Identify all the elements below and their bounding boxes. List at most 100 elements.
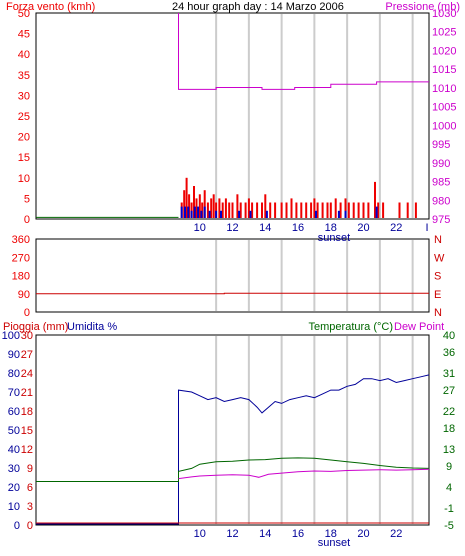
wind_gust-bar [406,202,409,218]
wind-tick-label: 0 [24,214,30,226]
temperature-tick-label: 31 [443,368,455,380]
wind_gust-bar [201,202,204,218]
wind_speed-bar [238,210,241,218]
wind_gust-bar [334,198,337,218]
wind_gust-bar [190,202,193,218]
pressure-tick-label: 1020 [432,45,456,57]
temperature-tick-label: 13 [443,444,455,456]
wind_gust-bar [236,194,239,218]
pressure-tick-label: 1030 [432,8,456,20]
hour-tick-label-bottom: 16 [292,528,304,540]
wind_speed-bar [193,206,196,218]
wind_speed-bar [208,210,211,218]
wind_gust-bar [247,198,250,218]
wind_speed-bar [265,210,268,218]
wind_gust-bar [313,198,316,218]
pressure-tick-label: 1010 [432,83,456,95]
temperature-tick-label: 22 [443,406,455,418]
dewpoint-axis-title: Dew Point [394,321,444,333]
rain-tick-label: 15 [21,425,33,437]
hour-tick-label-bottom: 18 [325,528,337,540]
humidity-tick-label: 90 [8,349,20,361]
wind-tick-label: 20 [18,132,30,144]
wind_speed-bar [200,210,203,218]
panel-direction-frame [35,238,430,313]
wind_gust-bar [251,202,254,218]
wind_gust-bar [310,202,313,218]
dew_point-line [178,468,430,480]
compass-tick-label: S [434,271,441,283]
wind_gust-bar [374,181,376,218]
pressure-tick-label: 990 [432,158,450,170]
wind_gust-bar [285,202,288,218]
wind_gust-bar [367,202,370,218]
wind_gust-bar [352,202,355,218]
wind_gust-bar [377,202,380,218]
wind-tick-label: 25 [18,111,30,123]
wind_gust-bar [210,198,213,218]
wind_gust-bar [414,202,417,218]
humidity-tick-label: 60 [8,406,20,418]
hour-tick-label-top: 18 [325,222,337,234]
wind_gust-bar [228,202,231,218]
wind_gust-bar [224,198,227,218]
wind_gust-bar [264,194,267,218]
direction-tick-label: 270 [12,252,30,264]
humidity-axis-title: Umidita % [67,321,117,333]
pressure-tick-label: 1005 [432,102,456,114]
graph-frames [35,12,430,526]
direction-tick-label: 90 [18,289,30,301]
pressure-tick-label: 995 [432,139,450,151]
wind-tick-label: 45 [18,29,30,41]
hour-tick-label-top: 20 [357,222,369,234]
wind_gust-bar [344,198,347,218]
hour-tick-extra: I [425,222,428,234]
wind-tick-label: 40 [18,49,30,61]
pressure-line [178,13,429,90]
wind_gust-bar [326,202,329,218]
pressure-tick-label: 1025 [432,27,456,39]
temperature-tick-label: 36 [443,347,455,359]
temperature-tick-label: 18 [443,423,455,435]
sunset-label-bottom: sunset [318,537,350,549]
hour-tick-label-bottom: 10 [194,528,206,540]
wind-tick-label: 10 [18,173,30,185]
wind_gust-bar [244,202,247,218]
rain-tick-label: 18 [21,406,33,418]
data-series [36,13,430,525]
humidity-tick-label: 10 [8,501,20,513]
compass-tick-label: E [434,289,441,301]
wind_gust-bar [339,202,342,218]
humidity-line [36,374,430,525]
wind_gust-bar [329,202,332,218]
wind_gust-bar [290,198,293,218]
hour-tick-label-bottom: 22 [390,528,402,540]
wind_speed-bar [315,210,317,218]
rain-tick-label: 0 [27,520,33,532]
wind-tick-label: 30 [18,90,30,102]
hour-tick-label-top: 22 [390,222,402,234]
humidity-tick-label: 20 [8,482,20,494]
wind_speed-bar [187,206,190,218]
tick-labels: 0510152025303540455097598098599099510001… [2,8,457,540]
wind-tick-label: 15 [18,152,30,164]
wind_gust-bar [382,202,385,218]
rain-axis-title: Pioggia (mm) [3,321,68,333]
wind_gust-bar [274,202,277,218]
panel-temp-humidity-frame [35,334,430,526]
axis-labels: Forza vento (kmh) 24 hour graph day : 14… [3,1,460,549]
wind_gust-bar [316,202,319,218]
wind_gust-bar [231,202,234,218]
wind_speed-bar [197,206,200,218]
wind_gust-bar [221,202,224,218]
wind_gust-bar [193,186,195,218]
rain-tick-label: 9 [27,463,33,475]
temperature-line [36,457,430,482]
wind_gust-bar [280,202,283,218]
humidity-tick-label: 80 [8,368,20,380]
wind-tick-label: 35 [18,70,30,82]
pressure-tick-label: 1000 [432,120,456,132]
wind_gust-bar [398,202,401,218]
hour-tick-label-top: 10 [194,222,206,234]
wind-tick-label: 50 [18,8,30,20]
